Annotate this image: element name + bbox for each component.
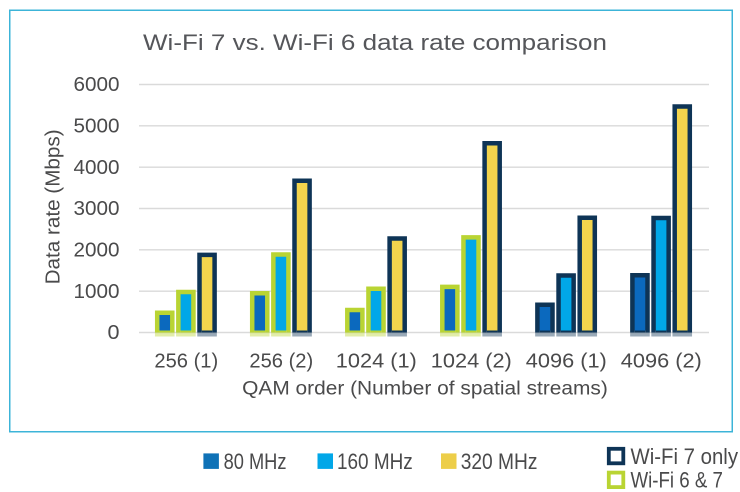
svg-text:160 MHz: 160 MHz bbox=[337, 449, 413, 474]
svg-text:4096 (2): 4096 (2) bbox=[621, 351, 702, 373]
svg-text:0: 0 bbox=[108, 322, 120, 344]
svg-text:Wi-Fi 6 & 7: Wi-Fi 6 & 7 bbox=[631, 468, 723, 492]
svg-text:1024 (1): 1024 (1) bbox=[336, 351, 417, 373]
svg-text:80 MHz: 80 MHz bbox=[224, 449, 287, 474]
svg-text:4000: 4000 bbox=[74, 157, 120, 179]
svg-text:256 (2): 256 (2) bbox=[249, 351, 313, 373]
svg-text:256 (1): 256 (1) bbox=[154, 351, 218, 373]
svg-text:Data rate (Mbps): Data rate (Mbps) bbox=[43, 129, 65, 284]
svg-text:3000: 3000 bbox=[74, 198, 120, 220]
svg-text:Wi-Fi 7 vs. Wi-Fi 6 data rate: Wi-Fi 7 vs. Wi-Fi 6 data rate comparison bbox=[143, 30, 607, 55]
svg-text:320 MHz: 320 MHz bbox=[461, 449, 538, 474]
svg-text:6000: 6000 bbox=[74, 74, 120, 96]
svg-text:1000: 1000 bbox=[74, 281, 120, 303]
svg-text:QAM order (Number of spatial s: QAM order (Number of spatial streams) bbox=[242, 379, 608, 400]
svg-text:1024 (2): 1024 (2) bbox=[431, 351, 512, 373]
svg-text:5000: 5000 bbox=[74, 116, 120, 138]
svg-text:4096 (1): 4096 (1) bbox=[526, 351, 607, 373]
svg-text:2000: 2000 bbox=[74, 240, 120, 262]
svg-text:Wi-Fi 7 only: Wi-Fi 7 only bbox=[631, 444, 739, 469]
